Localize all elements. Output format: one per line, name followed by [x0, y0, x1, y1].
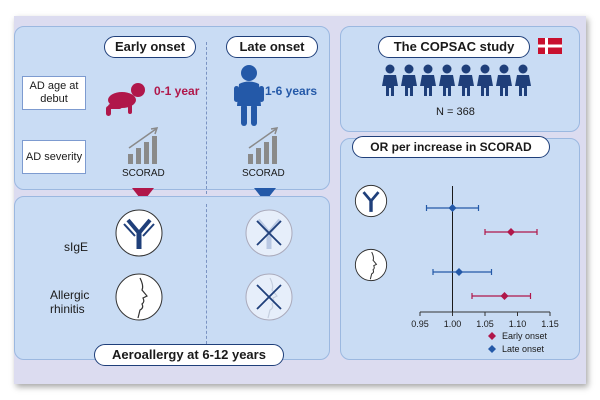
person-icon — [496, 64, 512, 96]
or-point — [507, 228, 515, 236]
x-tick-label: 1.00 — [444, 319, 462, 329]
or-point — [455, 268, 463, 276]
bar-chart-icon — [248, 127, 279, 164]
legend-marker — [488, 332, 496, 340]
person-icon — [420, 64, 436, 96]
or-panel — [340, 138, 580, 360]
x-tick-label: 1.05 — [476, 319, 494, 329]
legend-marker — [488, 345, 496, 353]
early-onset-pill: Early onset — [104, 36, 196, 58]
scorad-early-label: SCORAD — [122, 168, 165, 179]
person-icon — [458, 64, 474, 96]
chart-title: OR per increase in SCORAD — [352, 136, 550, 158]
early-age-text: 0-1 year — [154, 84, 200, 98]
late-age-text: 1-6 years — [265, 84, 318, 98]
sige-label: sIgE — [64, 240, 89, 254]
early-arrow — [132, 188, 154, 202]
or-chart: 0.95 1.00 1.05 1.10 1.15 Early onset Late onse… — [411, 186, 559, 354]
antibody-icon — [354, 184, 388, 218]
people-row — [382, 64, 531, 96]
x-tick-label: 1.10 — [509, 319, 527, 329]
x-tick-label: 1.15 — [541, 319, 559, 329]
face-profile-icon — [354, 248, 388, 282]
antibody-icon — [245, 209, 293, 257]
face-profile-icon — [115, 273, 163, 321]
face-profile-icon — [245, 273, 293, 321]
person-icon — [401, 64, 417, 96]
scorad-late-label: SCORAD — [242, 168, 285, 179]
late-arrow — [254, 188, 276, 202]
bar-chart-icon — [128, 127, 159, 164]
x-tick-label: 0.95 — [411, 319, 429, 329]
legend-label: Early onset — [502, 331, 548, 341]
study-n: N = 368 — [436, 106, 475, 118]
toddler-icon — [234, 65, 264, 126]
figure-frame: Early onset Late onset AD age at debut A… — [14, 16, 586, 384]
or-point — [500, 292, 509, 300]
late-onset-pill: Late onset — [226, 36, 318, 58]
person-icon — [382, 64, 398, 96]
copsac-title: The COPSAC study — [378, 36, 530, 58]
or-point — [448, 204, 457, 212]
ad-age-label: AD age at debut — [22, 76, 86, 110]
aeroallergy-pill: Aeroallergy at 6-12 years — [94, 344, 284, 366]
divider — [206, 42, 207, 194]
person-icon — [515, 64, 531, 96]
allergic-rhinitis-label: Allergic rhinitis — [50, 288, 90, 316]
baby-icon — [106, 83, 145, 116]
ad-severity-label: AD severity — [22, 140, 86, 174]
denmark-flag-icon — [538, 38, 562, 54]
antibody-icon — [115, 209, 163, 257]
person-icon — [477, 64, 493, 96]
divider — [206, 204, 207, 344]
person-icon — [439, 64, 455, 96]
legend-label: Late onset — [502, 344, 545, 354]
